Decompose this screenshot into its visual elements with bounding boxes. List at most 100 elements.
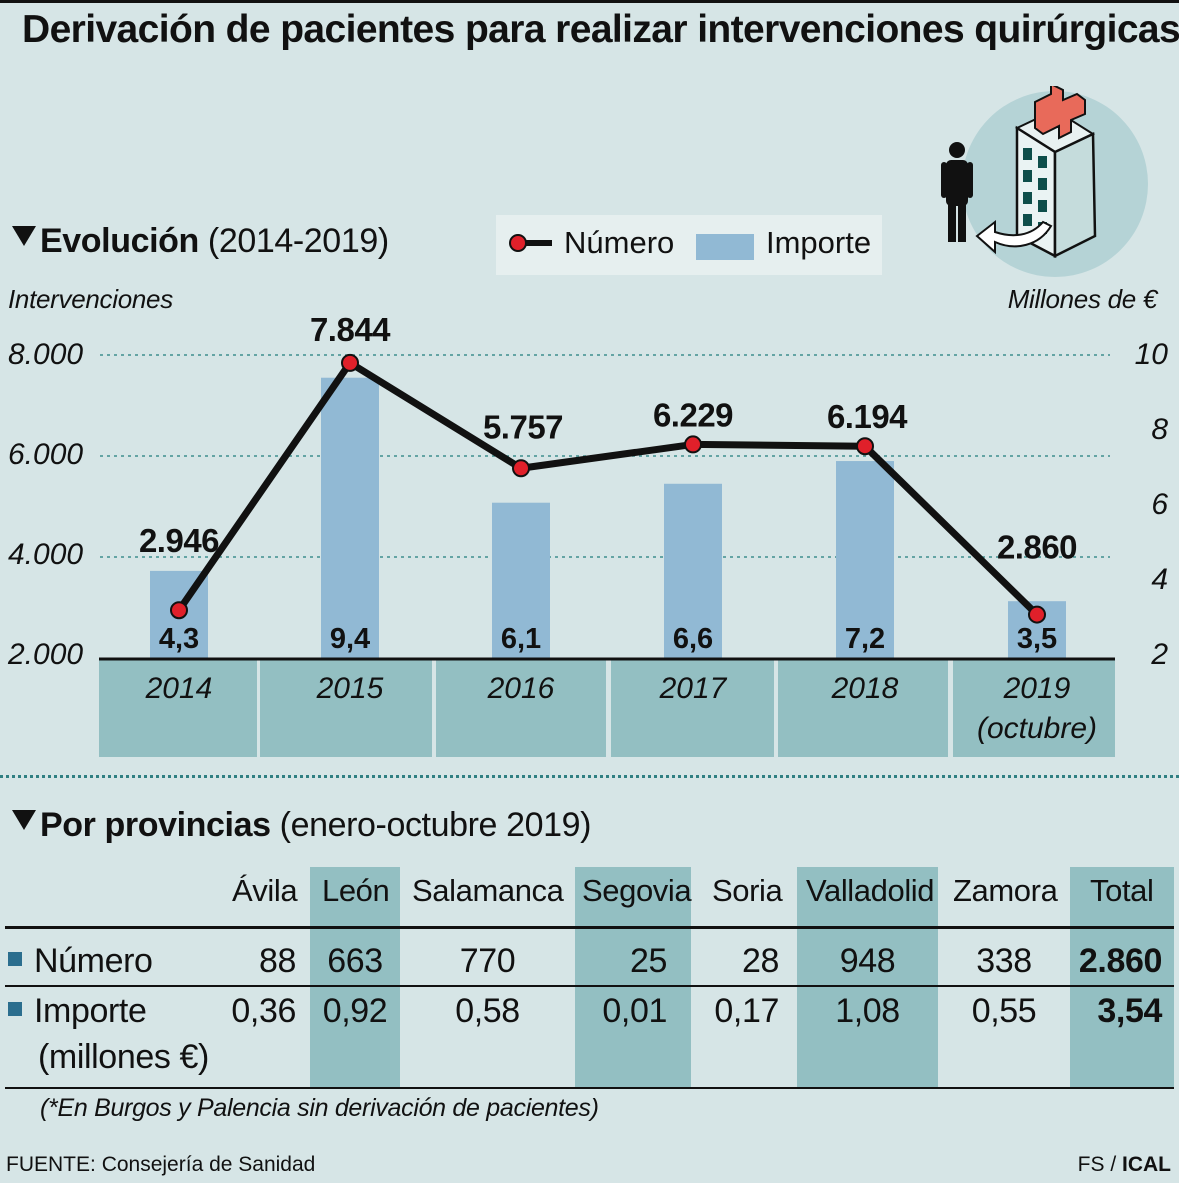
triangle-down-icon bbox=[12, 226, 36, 246]
bar-value-label: 6,6 bbox=[673, 623, 713, 655]
line-point bbox=[512, 459, 530, 478]
x-tick-label: 2017 bbox=[659, 672, 728, 705]
bar bbox=[836, 461, 894, 658]
line-value-label: 6.229 bbox=[653, 396, 733, 433]
table-cell: 0,01 bbox=[602, 992, 667, 1030]
table-cell-total: 3,54 bbox=[1097, 992, 1162, 1030]
x-tick-label: (octubre) bbox=[977, 712, 1097, 745]
table-cell: 25 bbox=[629, 942, 667, 980]
source: FUENTE: Consejería de Sanidad bbox=[6, 1153, 315, 1177]
y-tick-right: 8 bbox=[1151, 413, 1168, 446]
column-shade-segovia bbox=[575, 867, 691, 1087]
column-shade-leon bbox=[310, 867, 400, 1087]
legend-line-marker-icon bbox=[509, 234, 552, 252]
bar bbox=[664, 483, 722, 658]
credit-author: FS bbox=[1077, 1153, 1105, 1176]
row-square-icon bbox=[8, 952, 22, 966]
evolution-heading-period: (2014-2019) bbox=[207, 222, 389, 260]
column-header: León bbox=[322, 873, 390, 908]
table-cell: 0,58 bbox=[455, 992, 520, 1030]
y-tick-right: 10 bbox=[1134, 338, 1168, 371]
bar-value-label: 7,2 bbox=[845, 623, 885, 655]
column-header: Total bbox=[1090, 873, 1154, 908]
y-tick-right: 2 bbox=[1151, 638, 1168, 671]
line-series bbox=[176, 359, 1040, 618]
credit-agency: ICAL bbox=[1122, 1153, 1171, 1176]
table-cell: 1,08 bbox=[835, 992, 900, 1030]
bar bbox=[492, 502, 550, 658]
row-label-text: Importe bbox=[34, 992, 147, 1030]
y-tick-left: 4.000 bbox=[8, 538, 84, 571]
y-tick-left: 8.000 bbox=[8, 338, 84, 371]
table-cell: 0,36 bbox=[231, 992, 296, 1030]
y-axis-left-title: Intervenciones bbox=[8, 284, 173, 314]
row-label-importe: Importe (millones €) bbox=[8, 988, 209, 1080]
column-header: Salamanca bbox=[412, 873, 564, 908]
category-cell bbox=[778, 660, 948, 757]
line-value-label: 5.757 bbox=[483, 408, 563, 445]
bar-value-label: 4,3 bbox=[159, 623, 199, 655]
table-cell: 0,92 bbox=[322, 992, 388, 1030]
line-value-label: 7.844 bbox=[310, 311, 391, 348]
column-header: Soria bbox=[712, 873, 783, 908]
x-tick-label: 2014 bbox=[145, 672, 213, 705]
legend-line-label: Número bbox=[564, 225, 675, 260]
row-square-icon bbox=[8, 1002, 22, 1016]
line-value-label: 2.860 bbox=[997, 529, 1077, 566]
x-tick-label: 2018 bbox=[831, 672, 899, 705]
source-text: Consejería de Sanidad bbox=[101, 1153, 316, 1176]
table-cell: 0,55 bbox=[971, 992, 1037, 1030]
y-tick-right: 4 bbox=[1151, 563, 1168, 596]
bar-value-label: 6,1 bbox=[501, 623, 541, 655]
evolution-heading-title: Evolución bbox=[40, 222, 199, 260]
column-header: Zamora bbox=[953, 873, 1058, 908]
bar-value-label: 3,5 bbox=[1017, 623, 1057, 655]
evolution-chart: 2014 2015 2016 2017 2018 2019 (octubre) 4,3 9,4 6… bbox=[99, 311, 1115, 757]
line-point bbox=[341, 353, 359, 372]
source-label: FUENTE: bbox=[6, 1153, 96, 1176]
table-cell: 0,17 bbox=[714, 992, 779, 1030]
column-header: Valladolid bbox=[806, 873, 935, 908]
line-point bbox=[684, 435, 702, 454]
table-top-line bbox=[5, 926, 1174, 929]
provinces-heading-title: Por provincias bbox=[40, 806, 271, 844]
table-cell: 663 bbox=[327, 942, 383, 980]
category-cell bbox=[99, 660, 257, 757]
table-cell: 28 bbox=[741, 942, 779, 980]
row-label-unit: (millones €) bbox=[38, 1038, 209, 1076]
legend-bar-label: Importe bbox=[766, 225, 872, 260]
line-value-label: 6.194 bbox=[827, 398, 908, 435]
credit: FS / ICAL bbox=[1078, 1153, 1171, 1177]
table-middle-line bbox=[5, 985, 1174, 987]
column-header: Ávila bbox=[232, 873, 298, 908]
triangle-down-icon bbox=[12, 810, 36, 830]
bar bbox=[321, 377, 379, 658]
table-cell: 948 bbox=[839, 942, 896, 980]
credit-sep: / bbox=[1110, 1153, 1117, 1176]
x-tick-label: 2019 bbox=[1003, 672, 1071, 705]
provinces-heading-period: (enero-octubre 2019) bbox=[279, 806, 592, 844]
table-cell: 338 bbox=[976, 942, 1032, 980]
legend-bar-swatch bbox=[696, 234, 754, 260]
y-tick-left: 2.000 bbox=[8, 638, 84, 671]
column-header: Segovia bbox=[582, 873, 692, 908]
category-cell bbox=[953, 660, 1115, 757]
column-shade-valladolid bbox=[797, 867, 938, 1087]
row-label-numero: Número bbox=[8, 942, 153, 981]
y-tick-right: 6 bbox=[1151, 488, 1168, 521]
line-value-label: 2.946 bbox=[139, 522, 219, 559]
line-point bbox=[1028, 605, 1046, 624]
hospital-patient-icon bbox=[941, 86, 1148, 277]
page-title: Derivación de pacientes para realizar in… bbox=[22, 8, 1179, 51]
chart-legend: Número Importe bbox=[496, 215, 882, 275]
table-cell: 770 bbox=[459, 942, 516, 980]
provinces-heading: Por provincias (enero-octubre 2019) bbox=[12, 806, 591, 845]
category-cell bbox=[260, 660, 432, 757]
x-tick-label: 2016 bbox=[487, 672, 555, 705]
top-border bbox=[0, 0, 1179, 3]
footnote: (*En Burgos y Palencia sin derivación de… bbox=[40, 1094, 599, 1122]
category-cell bbox=[436, 660, 606, 757]
table-bottom-line bbox=[5, 1087, 1174, 1089]
line-point bbox=[856, 437, 874, 456]
